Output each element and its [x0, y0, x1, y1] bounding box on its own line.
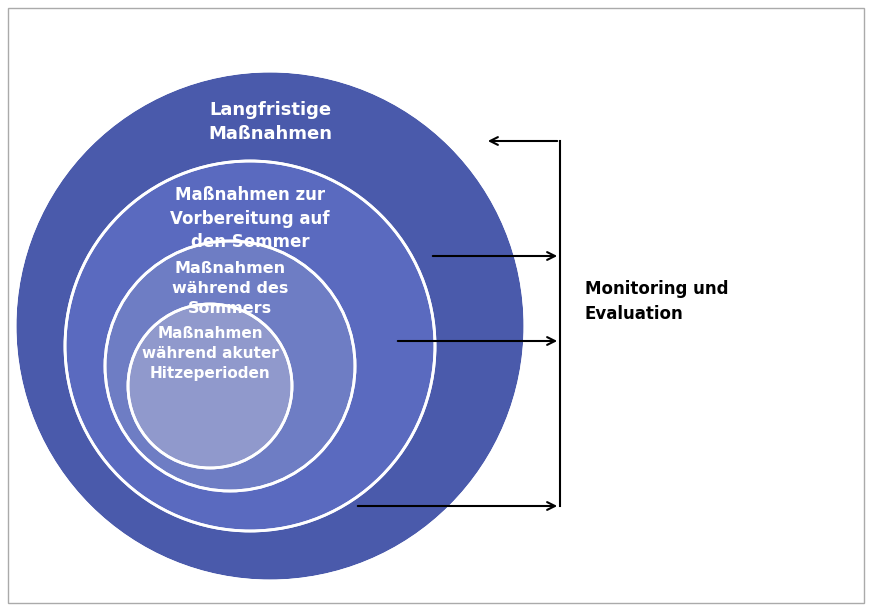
Text: Monitoring und
Evaluation: Monitoring und Evaluation — [585, 279, 728, 323]
Circle shape — [15, 71, 525, 581]
Text: Maßnahmen
während des
Sommers: Maßnahmen während des Sommers — [172, 261, 288, 316]
Text: Maßnahmen
während akuter
Hitzeperioden: Maßnahmen während akuter Hitzeperioden — [141, 326, 278, 381]
Circle shape — [65, 161, 435, 531]
Circle shape — [128, 304, 292, 468]
Text: Maßnahmen zur
Vorbereitung auf
den Sommer: Maßnahmen zur Vorbereitung auf den Somme… — [170, 186, 330, 251]
Text: Langfristige
Maßnahmen: Langfristige Maßnahmen — [208, 101, 332, 142]
Circle shape — [105, 241, 355, 491]
